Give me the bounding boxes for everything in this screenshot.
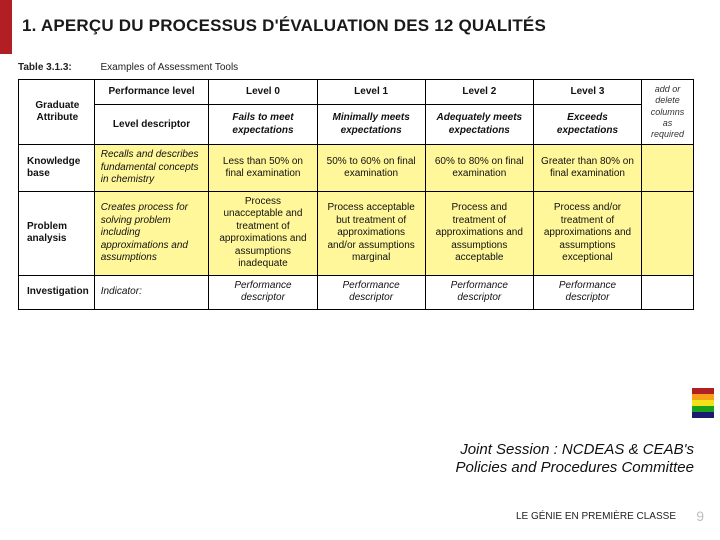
assessment-table-container: Table 3.1.3: Examples of Assessment Tool… [18,62,694,310]
slide-heading: 1. APERÇU DU PROCESSUS D'ÉVALUATION DES … [22,16,546,36]
row-label: Problem analysis [19,191,95,275]
cell: Greater than 80% on final examination [533,145,641,192]
col-perf-level: Performance level [94,80,209,105]
col-ga: Graduate Attribute [19,80,95,145]
source-caption: Joint Session : NCDEAS & CEAB's Policies… [456,441,694,479]
sub-l2: Adequately meets expectations [425,105,533,145]
row-label: Investigation [19,275,95,309]
table-row: Knowledge base Recalls and describes fun… [19,145,694,192]
footer-tagline: LE GÉNIE EN PREMIÈRE CLASSE [516,511,676,522]
stripe [692,412,714,418]
row-indicator: Recalls and describes fundamental concep… [94,145,209,192]
col-level2: Level 2 [425,80,533,105]
cell-empty [642,145,694,192]
cell: Performance descriptor [533,275,641,309]
accent-bar [0,0,12,54]
col-side-note: add or delete columns as required [642,80,694,145]
slide: 1. APERÇU DU PROCESSUS D'ÉVALUATION DES … [0,0,720,540]
table-header-row: Graduate Attribute Performance level Lev… [19,80,694,105]
table-caption-label: Table 3.1.3: [18,62,72,73]
row-indicator: Indicator: [94,275,209,309]
cell: Performance descriptor [209,275,317,309]
table-row: Investigation Indicator: Performance des… [19,275,694,309]
table-caption-text: Examples of Assessment Tools [101,62,239,73]
page-number: 9 [696,508,704,524]
row-indicator: Creates process for solving problem incl… [94,191,209,275]
cell-empty [642,275,694,309]
cell: Process and treatment of approximations … [425,191,533,275]
table-subheader-row: Level descriptor Fails to meet expectati… [19,105,694,145]
caption-line1: Joint Session : NCDEAS & CEAB's [456,441,694,460]
cell: 50% to 60% on final examination [317,145,425,192]
cell-empty [642,191,694,275]
table-body: Knowledge base Recalls and describes fun… [19,145,694,310]
sub-level-descriptor: Level descriptor [94,105,209,145]
cell: Less than 50% on final examination [209,145,317,192]
col-level3: Level 3 [533,80,641,105]
cell: Performance descriptor [425,275,533,309]
col-level0: Level 0 [209,80,317,105]
cell: Process and/or treatment of approximatio… [533,191,641,275]
cell: Process unacceptable and treatment of ap… [209,191,317,275]
cell: 60% to 80% on final examination [425,145,533,192]
table-row: Problem analysis Creates process for sol… [19,191,694,275]
assessment-table: Graduate Attribute Performance level Lev… [18,79,694,310]
cell: Process acceptable but treatment of appr… [317,191,425,275]
row-label: Knowledge base [19,145,95,192]
col-level1: Level 1 [317,80,425,105]
cell: Performance descriptor [317,275,425,309]
color-stripes-icon [692,388,714,418]
sub-l1: Minimally meets expectations [317,105,425,145]
sub-l3: Exceeds expectations [533,105,641,145]
table-caption: Table 3.1.3: Examples of Assessment Tool… [18,62,694,73]
sub-l0: Fails to meet expectations [209,105,317,145]
caption-line2: Policies and Procedures Committee [456,459,694,478]
